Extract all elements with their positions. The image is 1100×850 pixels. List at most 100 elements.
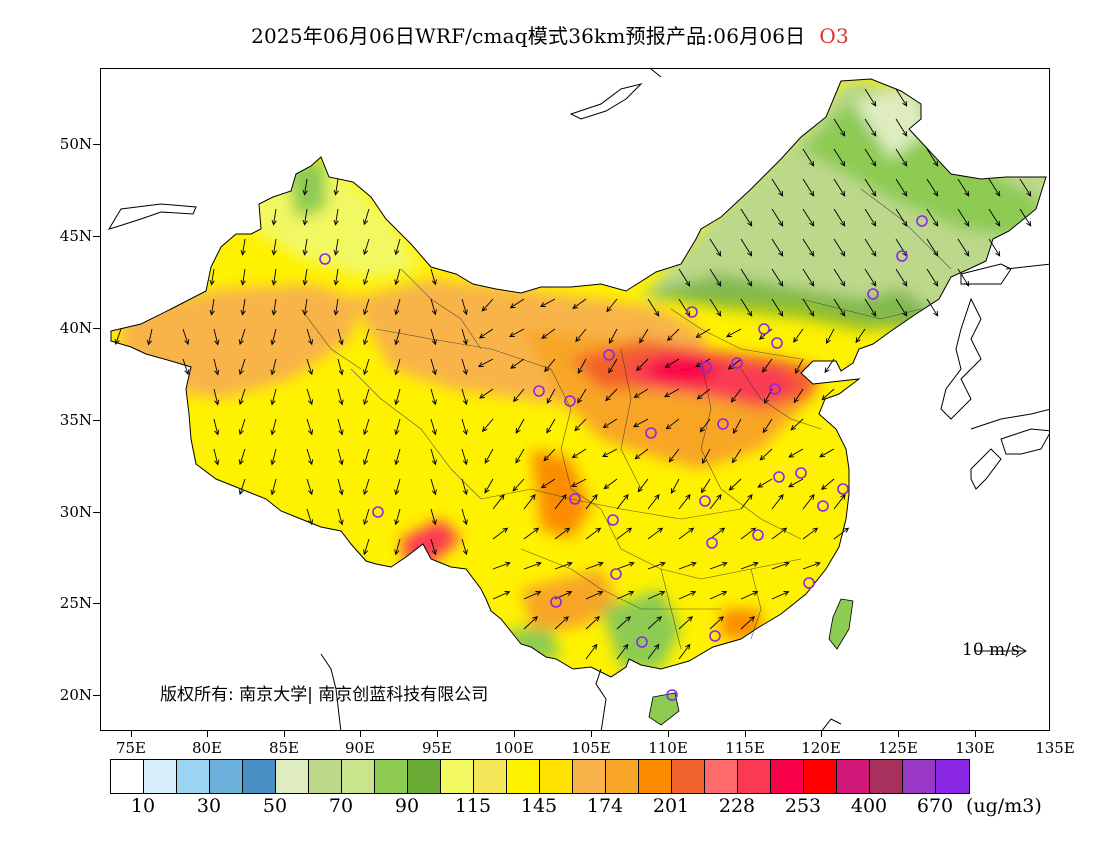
- wind-arrow: [430, 448, 437, 466]
- wind-arrow: [337, 358, 344, 376]
- city-marker: [550, 596, 562, 608]
- wind-arrow: [740, 616, 755, 630]
- wind-arrow: [802, 494, 815, 510]
- wind-arrow: [430, 268, 437, 286]
- city-marker: [769, 383, 781, 395]
- legend-swatch: [837, 760, 870, 793]
- wind-arrow: [759, 448, 773, 461]
- wind-arrow: [895, 148, 908, 167]
- wind-arrow: [740, 268, 753, 287]
- wind-arrow: [461, 358, 468, 376]
- wind-arrow: [833, 118, 846, 137]
- wind-arrow: [574, 418, 587, 432]
- wind-arrow: [363, 358, 370, 376]
- wind-arrow: [771, 561, 790, 570]
- wind-arrow: [363, 448, 370, 466]
- legend-swatch: [771, 760, 804, 793]
- legend-label: 400: [850, 795, 888, 817]
- wind-arrow: [926, 268, 939, 287]
- wind-arrow: [509, 298, 525, 309]
- wind-arrow: [523, 527, 540, 540]
- wind-arrow: [793, 328, 804, 343]
- color-legend: [110, 759, 970, 794]
- wind-arrow: [771, 178, 784, 197]
- wind-arrow: [699, 418, 711, 433]
- city-marker: [700, 361, 712, 373]
- wind-arrow: [606, 298, 618, 313]
- wind-arrow: [240, 268, 246, 286]
- wind-arrow: [864, 298, 877, 317]
- wind-arrow: [146, 328, 153, 346]
- city-marker: [916, 215, 928, 227]
- wind-arrow: [306, 448, 314, 466]
- city-marker: [603, 349, 615, 361]
- lat-tick: [93, 328, 100, 329]
- wind-arrow: [213, 388, 220, 406]
- wind-arrow: [554, 494, 567, 510]
- wind-arrow: [270, 388, 277, 406]
- wind-arrow: [523, 561, 542, 570]
- legend-swatch: [672, 760, 705, 793]
- city-marker: [752, 529, 764, 541]
- wind-arrow: [394, 508, 401, 526]
- city-marker: [319, 253, 331, 265]
- wind-arrow: [788, 448, 804, 458]
- wind-arrow: [700, 478, 711, 494]
- pollutant-label: O3: [819, 24, 849, 48]
- wind-arrow: [647, 527, 664, 540]
- legend-swatch: [804, 760, 837, 793]
- wind-arrow: [477, 358, 494, 367]
- wind-arrow: [895, 178, 908, 197]
- wind-arrow: [430, 328, 437, 346]
- legend-swatch: [507, 760, 540, 793]
- wind-arrow: [727, 358, 742, 370]
- wind-arrow: [678, 643, 691, 660]
- wind-arrow: [481, 418, 494, 432]
- copyright-text: 版权所有: 南京大学| 南京创蓝科技有限公司: [160, 685, 489, 705]
- city-marker: [817, 500, 829, 512]
- legend-swatch: [276, 760, 309, 793]
- wind-arrow: [492, 591, 511, 600]
- coastlines: [107, 69, 1049, 730]
- wind-arrow: [182, 328, 190, 346]
- wind-arrow: [540, 298, 556, 307]
- wind-arrow: [665, 418, 680, 430]
- wind-arrow: [461, 508, 468, 526]
- wind-arrow: [709, 238, 722, 257]
- wind-arrow: [802, 208, 815, 227]
- legend-swatch: [738, 760, 771, 793]
- wind-arrow: [740, 494, 753, 510]
- city-marker: [645, 427, 657, 439]
- wind-arrow: [709, 527, 726, 540]
- lat-tick: [93, 512, 100, 513]
- wind-arrow: [771, 591, 790, 600]
- wind-arrow: [572, 298, 587, 309]
- wind-arrow: [363, 298, 370, 316]
- wind-arrow: [337, 478, 344, 496]
- legend-swatch: [474, 760, 507, 793]
- wind-arrow: [709, 616, 724, 630]
- wind-arrow: [363, 418, 370, 436]
- lon-tick: [131, 731, 132, 737]
- wind-arrow: [1019, 178, 1032, 197]
- wind-arrow: [802, 268, 815, 287]
- wind-arrow: [616, 616, 631, 630]
- wind-arrow: [430, 388, 437, 406]
- wind-arrow: [771, 527, 788, 540]
- legend-swatch: [705, 760, 738, 793]
- wind-arrow: [481, 298, 494, 312]
- wind-arrow: [213, 418, 220, 436]
- wind-arrow: [213, 328, 220, 346]
- wind-arrow: [602, 418, 618, 429]
- wind-arrow: [616, 643, 629, 660]
- wind-arrow: [337, 508, 344, 526]
- wind-arrow: [926, 208, 939, 227]
- wind-arrow: [271, 238, 277, 256]
- wind-arrow: [238, 328, 246, 346]
- wind-arrow: [957, 268, 970, 287]
- wind-arrow: [605, 388, 618, 402]
- wind-arrow: [363, 268, 370, 286]
- wind-arrow: [430, 358, 437, 376]
- legend-label: 145: [520, 795, 558, 817]
- wind-arrow: [616, 527, 633, 540]
